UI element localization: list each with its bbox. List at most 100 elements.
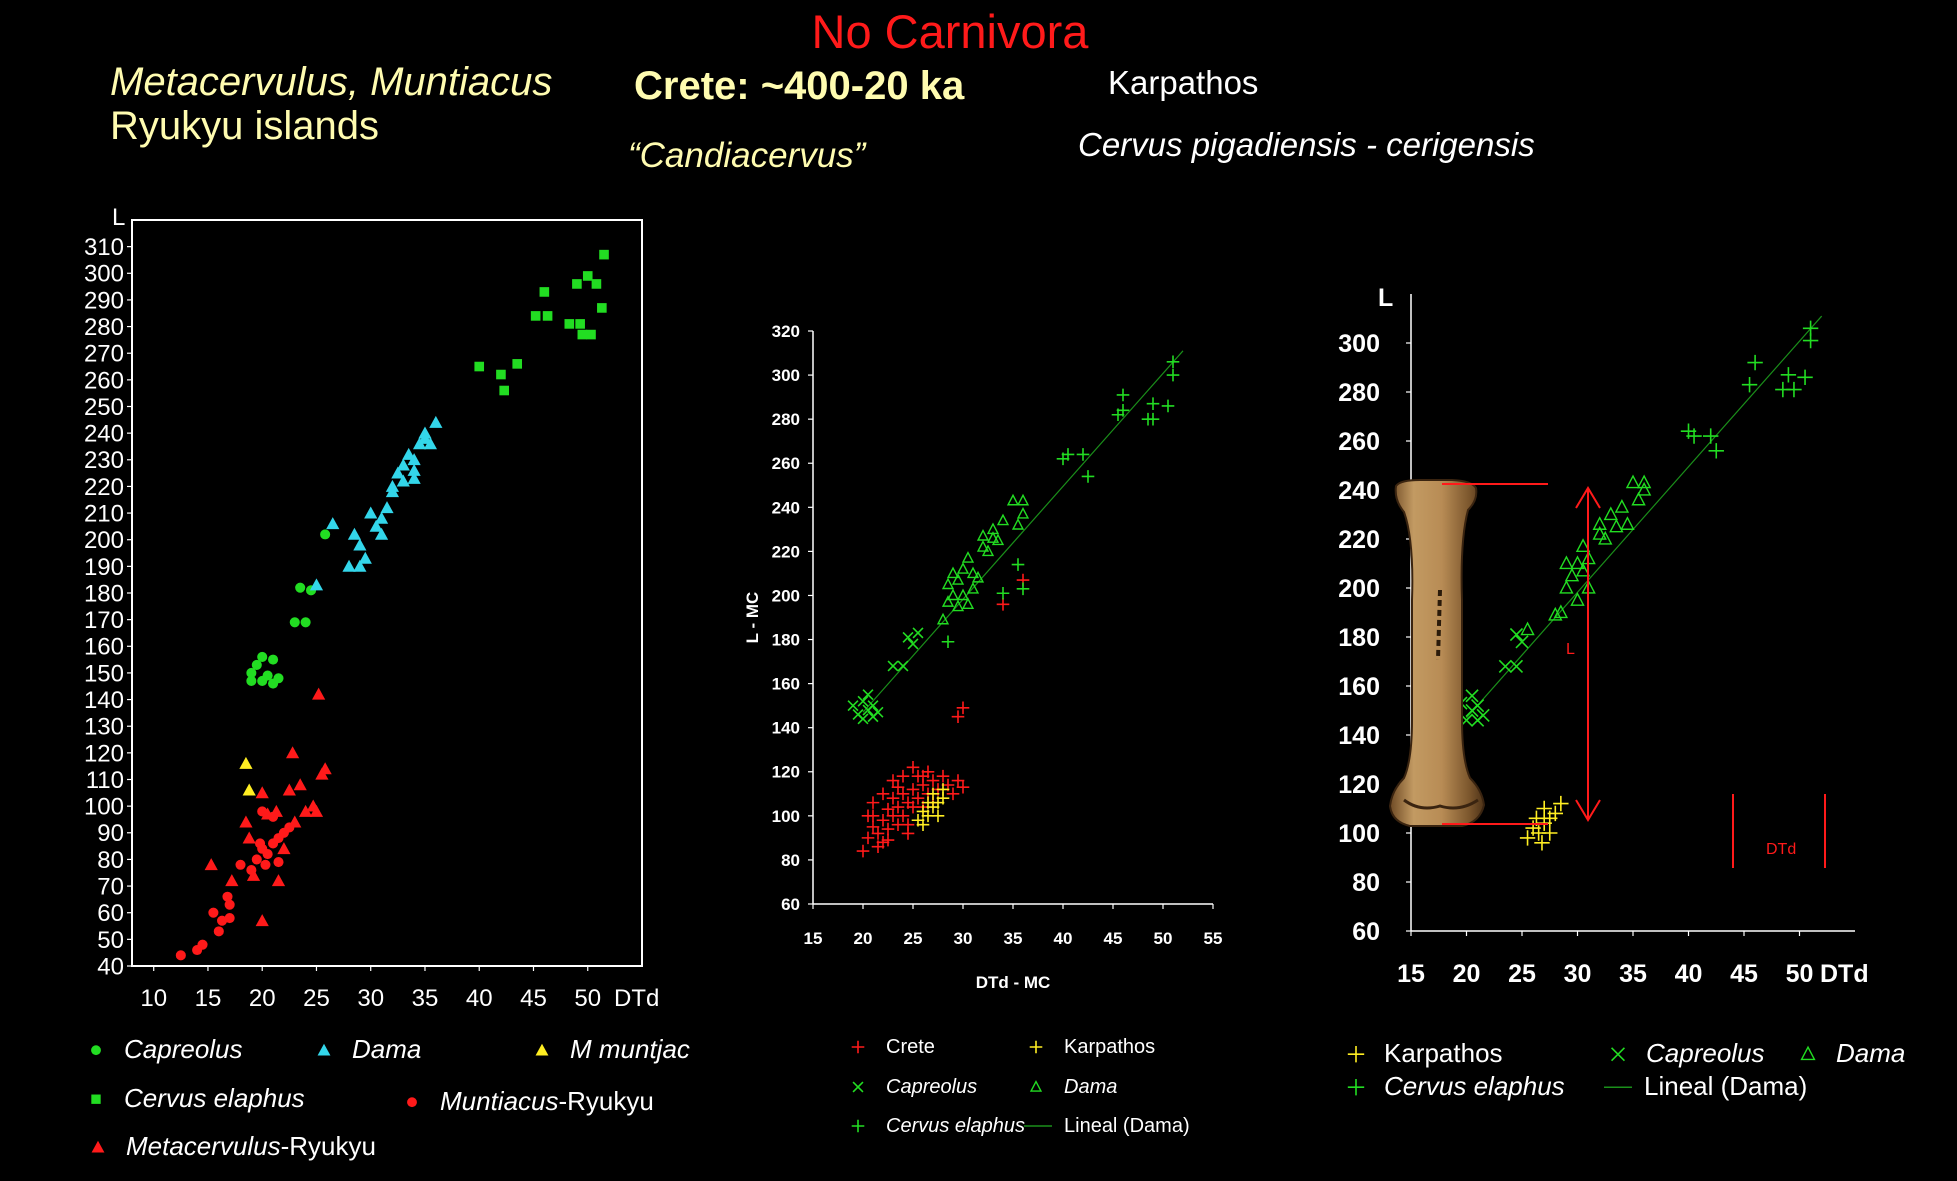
x-tick-label: 30	[1564, 960, 1592, 988]
series-karpathos	[1519, 795, 1569, 851]
data-point	[1161, 399, 1175, 413]
y-tick-label: 120	[772, 763, 800, 782]
data-point	[1620, 516, 1635, 530]
data-point	[204, 858, 218, 871]
data-point	[981, 544, 995, 557]
data-point	[347, 527, 362, 540]
legend-item: Metacervulus-Ryukyu	[91, 1131, 376, 1161]
data-point	[926, 787, 940, 801]
data-point	[374, 511, 389, 524]
data-point	[1625, 474, 1641, 489]
data-point	[213, 926, 224, 937]
data-point	[961, 551, 975, 563]
data-point	[946, 588, 960, 601]
data-point	[289, 617, 300, 628]
y-tick-label: 100	[772, 807, 800, 826]
data-point	[326, 517, 340, 530]
x-tick-label: 45	[1104, 929, 1123, 948]
y-tick-label: 200	[84, 527, 124, 554]
data-point	[1747, 354, 1763, 371]
x-axis-label: DTd	[614, 985, 659, 1012]
y-tick-label: 310	[84, 234, 124, 261]
data-point	[1575, 562, 1591, 577]
y-tick-label: 160	[1338, 673, 1380, 701]
data-point	[225, 874, 239, 887]
data-point	[353, 559, 367, 572]
y-tick-label: 150	[84, 660, 124, 687]
chart-crete: 60 80 100 120 140 160 180 200 220 240 260 280 300 320…	[743, 322, 1222, 992]
data-point	[418, 431, 432, 444]
y-tick-label: 60	[781, 895, 800, 914]
data-point	[1016, 493, 1030, 506]
crete-subtitle-place: Crete: ~400-20 ka	[634, 64, 965, 108]
y-tick-label: 100	[1338, 820, 1380, 848]
data-point	[872, 706, 884, 718]
x-axis-label: DTd	[1820, 960, 1869, 988]
series-dama	[1520, 474, 1652, 636]
data-point	[309, 578, 324, 591]
legend-item: Capreolus	[91, 1034, 243, 1064]
x-tick-label: 40	[466, 985, 493, 1012]
data-point	[886, 791, 900, 805]
data-point	[1559, 555, 1574, 570]
data-point	[255, 786, 269, 799]
ryukyu-subtitle-taxa: Metacervulus, Muntiacus	[110, 60, 553, 104]
data-point	[1116, 388, 1130, 402]
legend-marker	[91, 1094, 101, 1104]
y-tick-label: 80	[1352, 869, 1380, 897]
y-tick-label: 100	[84, 794, 124, 821]
y-tick-label: 220	[84, 474, 124, 501]
y-tick-label: 140	[84, 687, 124, 714]
legend-marker	[1029, 1040, 1043, 1054]
data-point	[288, 815, 302, 828]
data-point	[175, 950, 186, 961]
legend-label: Dama	[352, 1034, 421, 1064]
data-point	[224, 913, 235, 924]
data-point	[255, 914, 269, 927]
data-point	[956, 588, 970, 601]
legend-item: Cervus elaphus	[1347, 1071, 1565, 1101]
y-tick-label: 120	[84, 740, 124, 767]
chart-karpathos: 60 80 100 120 140 160 180 200 220 240 260 280 300 15 2…	[1338, 284, 1868, 988]
data-point	[407, 471, 421, 484]
data-point	[1780, 367, 1797, 383]
legend-karpathos: Karpathos Capreolus Dama Cervus elaphus Line…	[1347, 1038, 1905, 1101]
data-point	[385, 485, 400, 498]
data-point	[901, 827, 915, 840]
data-point	[564, 319, 575, 329]
legend-marker	[851, 1119, 865, 1133]
data-point	[496, 369, 506, 380]
data-point	[353, 538, 367, 551]
y-tick-label: 120	[1338, 771, 1380, 799]
data-point	[866, 820, 880, 834]
data-point	[946, 787, 960, 801]
data-point	[966, 581, 980, 594]
data-point	[407, 463, 421, 476]
x-tick-label: 20	[249, 985, 276, 1012]
data-point	[1006, 493, 1020, 506]
data-point	[896, 769, 910, 783]
y-axis-label: L	[112, 204, 125, 231]
y-tick-label: 280	[1338, 379, 1380, 407]
data-point	[907, 638, 919, 650]
y-tick-label: 260	[84, 367, 124, 394]
data-point	[961, 597, 975, 610]
data-point	[358, 551, 372, 564]
crete-subtitle-taxon: “Candiacervus”	[628, 136, 866, 175]
data-point	[896, 809, 910, 823]
data-point	[320, 529, 331, 540]
series-muntiacus-ryukyu	[175, 806, 295, 961]
plot-frame	[131, 219, 643, 967]
data-point	[1016, 507, 1030, 519]
data-point	[530, 311, 541, 321]
data-point	[586, 329, 596, 340]
data-point	[1166, 355, 1180, 369]
data-point	[996, 586, 1010, 600]
x-tick-label: 45	[1730, 960, 1758, 988]
data-point	[1116, 404, 1130, 417]
y-tick-label: 60	[1352, 918, 1380, 946]
trendline-lineal-dama	[862, 350, 1184, 713]
y-tick-label: 260	[1338, 428, 1380, 456]
data-point	[881, 833, 895, 847]
data-point	[996, 513, 1010, 526]
